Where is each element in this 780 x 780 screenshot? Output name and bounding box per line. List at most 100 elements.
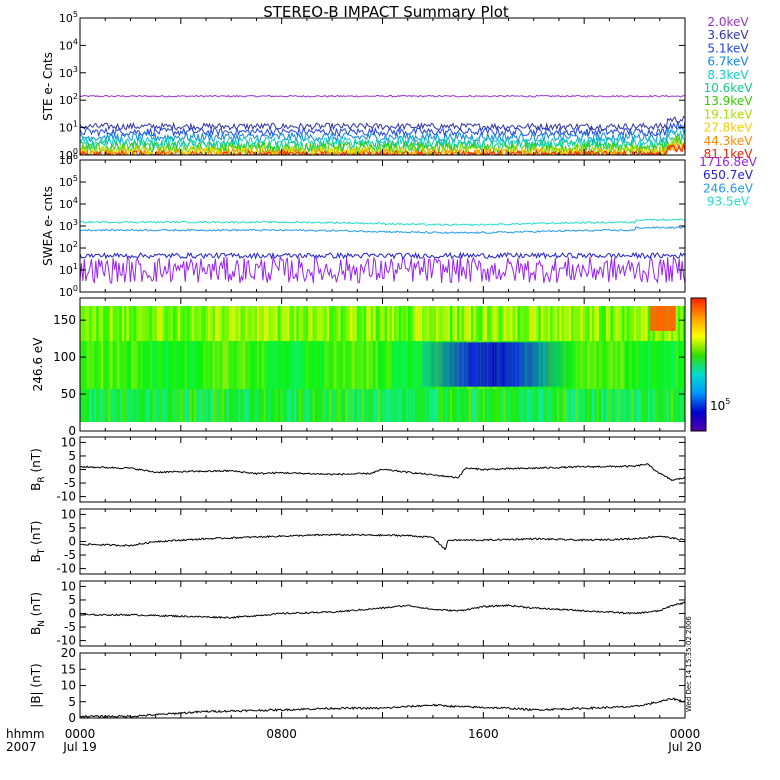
legend-93.5eV: 93.5eV <box>707 195 750 209</box>
heatmap-cell <box>601 306 605 341</box>
heatmap-column <box>224 306 228 422</box>
heatmap-cell <box>100 389 104 422</box>
heatmap-column <box>294 306 298 422</box>
heatmap-cell <box>540 342 544 387</box>
heatmap-cell <box>452 306 456 341</box>
heatmap-column <box>384 306 388 422</box>
heatmap-cell <box>228 389 232 422</box>
x-tick-label: 1600 <box>468 727 499 741</box>
heatmap-cell <box>168 389 172 422</box>
heatmap-cell <box>333 306 337 341</box>
heatmap-cell <box>577 306 581 341</box>
heatmap-cell <box>512 342 516 387</box>
heatmap-cell <box>191 389 195 422</box>
heatmap-cell <box>459 389 463 422</box>
heatmap-cell <box>440 342 444 387</box>
heatmap-column <box>673 306 677 422</box>
heatmap-column <box>589 306 593 422</box>
heatmap-column <box>217 306 221 422</box>
heatmap-cell <box>308 306 311 341</box>
heatmap-cell <box>352 389 356 422</box>
heatmap-cell <box>522 342 526 387</box>
heatmap-cell <box>412 306 416 341</box>
heatmap-cell <box>105 389 109 422</box>
heatmap-column <box>80 306 83 422</box>
heatmap-cell <box>633 389 637 422</box>
heatmap-cell <box>119 306 123 341</box>
heatmap-cell <box>470 306 474 341</box>
heatmap-cell <box>473 389 477 422</box>
heatmap-column <box>277 306 281 422</box>
heatmap-cell <box>543 342 546 387</box>
heatmap-cell <box>112 306 116 341</box>
heatmap-column <box>580 306 584 422</box>
heatmap-cell <box>443 306 446 341</box>
heatmap-column <box>291 306 295 422</box>
heatmap-cell <box>112 389 116 422</box>
heatmap-cell <box>124 389 128 422</box>
heatmap-column <box>377 306 381 422</box>
heatmap-cell <box>624 306 628 341</box>
heatmap-cell <box>298 306 302 341</box>
heatmap-cell <box>645 306 649 341</box>
heatmap-column <box>419 306 423 422</box>
heatmap-cell <box>573 389 577 422</box>
heatmap-cell <box>540 306 544 341</box>
heatmap-cell <box>594 389 598 422</box>
heatmap-cell <box>573 306 577 341</box>
heatmap-cell <box>636 306 640 341</box>
heatmap-cell <box>180 389 183 422</box>
heatmap-column <box>319 306 323 422</box>
heatmap-cell <box>291 306 295 341</box>
heatmap-cell <box>117 389 121 422</box>
heatmap-cell <box>366 306 370 341</box>
y-tick-label: -10 <box>56 562 76 576</box>
heatmap-cell <box>547 306 551 341</box>
heatmap-column <box>184 306 188 422</box>
heatmap-column <box>415 306 419 422</box>
heatmap-cell <box>545 389 549 422</box>
heatmap-cell <box>461 306 465 341</box>
heatmap-cell <box>133 306 137 341</box>
heatmap-column <box>117 306 121 422</box>
heatmap-cell <box>312 389 316 422</box>
heatmap-cell <box>554 342 558 387</box>
heatmap-column <box>305 306 309 422</box>
heatmap-cell <box>91 306 95 341</box>
heatmap-column <box>675 306 679 422</box>
heatmap-cell <box>149 389 153 422</box>
y-tick-label: 0 <box>68 711 76 725</box>
heatmap-cell <box>170 389 174 422</box>
heatmap-cell <box>426 342 430 387</box>
heatmap-cell <box>273 389 277 422</box>
heatmap-cell <box>335 389 339 422</box>
heatmap-cell <box>105 306 109 341</box>
heatmap-cell <box>557 342 560 387</box>
heatmap-cell <box>298 389 302 422</box>
heatmap-column <box>422 306 425 422</box>
heatmap-cell <box>189 306 193 341</box>
heatmap-cell <box>91 389 95 422</box>
heatmap-cell <box>310 306 314 341</box>
heatmap-cell <box>524 306 528 341</box>
heatmap-cell <box>145 306 149 341</box>
heatmap-column <box>124 306 128 422</box>
heatmap-column <box>91 306 95 422</box>
heatmap-cell <box>184 389 188 422</box>
heatmap-column <box>170 306 174 422</box>
heatmap-cell <box>452 389 456 422</box>
heatmap-column <box>361 306 365 422</box>
heatmap-cell <box>673 389 677 422</box>
heatmap-cell <box>480 342 484 387</box>
heatmap-cell <box>189 389 193 422</box>
heatmap-cell <box>519 342 523 387</box>
heatmap-column <box>145 306 149 422</box>
y-tick-label: -10 <box>56 634 76 648</box>
heatmap-cell <box>475 306 479 341</box>
heatmap-cell <box>182 306 186 341</box>
heatmap-cell <box>175 306 179 341</box>
swea-plot-area <box>80 218 685 285</box>
heatmap-column <box>166 306 170 422</box>
heatmap-column <box>296 306 300 422</box>
heatmap-cell <box>86 389 90 422</box>
